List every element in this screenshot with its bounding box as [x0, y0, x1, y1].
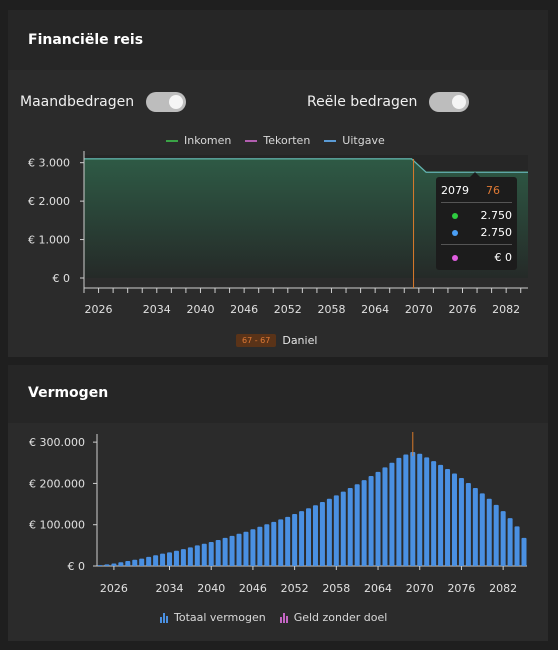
expense-line-icon	[324, 139, 337, 142]
tooltip-divider	[441, 202, 512, 203]
real-amounts-toggle[interactable]	[429, 92, 470, 112]
tooltip-value: 2.750	[480, 209, 513, 222]
monthly-amounts-toggle-row: Maandbedragen	[20, 92, 187, 112]
y-tick-label: € 0	[53, 272, 71, 285]
real-amounts-label: Reële bedragen	[307, 94, 418, 110]
x-tick-label: 2046	[230, 303, 258, 316]
income-line-icon	[166, 139, 178, 142]
real-amounts-toggle-row: Reële bedragen	[307, 92, 470, 112]
wealth-legend: Totaal vermogen Geld zonder doel	[160, 611, 401, 624]
x-tick-label: 2026	[85, 303, 113, 316]
person-legend[interactable]: 67 - 67 Daniel	[236, 334, 317, 347]
y-tick-label: € 1.000	[28, 234, 70, 247]
age-range-badge: 67 - 67	[236, 334, 277, 347]
tooltip-arrow	[470, 172, 480, 177]
tooltip-value: € 0	[494, 251, 513, 264]
legend-item-total-wealth[interactable]: Totaal vermogen	[160, 611, 266, 624]
chart-tooltip: 2079 76 2.750 2.750 € 0	[436, 172, 517, 270]
toggle-knob	[452, 95, 467, 109]
card-title: Financiële reis	[28, 32, 144, 48]
card-header: Vermogen	[8, 365, 548, 423]
financial-journey-chart[interactable]: € 0 € 1.000 € 2.000 € 3.000 2026 2034 2040 2046…	[0, 0, 558, 330]
legend-item-shortfalls[interactable]: Tekorten	[245, 134, 310, 147]
legend-item-unallocated-money[interactable]: Geld zonder doel	[279, 611, 388, 624]
person-name: Daniel	[282, 334, 318, 347]
expense-dot-icon	[452, 230, 458, 236]
x-tick-label: 2040	[186, 303, 214, 316]
series-area-income	[84, 158, 528, 278]
x-tick-label: 2076	[448, 303, 476, 316]
legend-label: Inkomen	[184, 134, 232, 147]
x-tick-label: 2070	[405, 303, 433, 316]
card-title: Vermogen	[28, 385, 109, 401]
y-tick-label: € 3.000	[28, 157, 70, 170]
shortfall-line-icon	[245, 139, 258, 142]
toggle-knob	[169, 95, 184, 109]
tooltip-divider	[441, 244, 512, 245]
bar-chart-icon	[160, 612, 168, 623]
x-tick-label: 2034	[143, 303, 171, 316]
bar-chart-icon	[279, 612, 288, 623]
legend-item-expense[interactable]: Uitgave	[324, 134, 385, 147]
x-tick-label: 2082	[492, 303, 520, 316]
y-tick-label: € 2.000	[28, 195, 70, 208]
x-tick-label: 2052	[274, 303, 302, 316]
monthly-amounts-toggle[interactable]	[146, 92, 187, 112]
x-tick-label: 2064	[361, 303, 389, 316]
shortfall-dot-icon	[452, 255, 458, 261]
tooltip-year: 2079	[441, 184, 469, 197]
monthly-amounts-label: Maandbedragen	[20, 94, 135, 110]
journey-legend: Inkomen Tekorten Uitgave	[166, 134, 399, 147]
x-tick-label: 2058	[317, 303, 345, 316]
legend-label: Totaal vermogen	[174, 611, 266, 624]
wealth-card: Vermogen Totaal vermogen Geld zonder doe…	[8, 365, 548, 641]
tooltip-age: 76	[486, 184, 500, 197]
card-header: Financiële reis	[8, 10, 548, 70]
income-dot-icon	[452, 213, 458, 219]
legend-label: Uitgave	[342, 134, 385, 147]
tooltip-value: 2.750	[480, 226, 513, 239]
legend-label: Tekorten	[263, 134, 311, 147]
legend-item-income[interactable]: Inkomen	[166, 134, 231, 147]
legend-label: Geld zonder doel	[293, 611, 388, 624]
